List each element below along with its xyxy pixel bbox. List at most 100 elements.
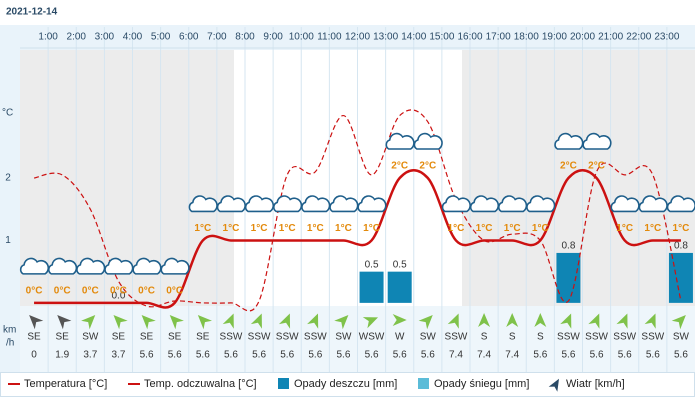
precip-label: 0.8 — [561, 241, 575, 252]
temperature-label: 1°C — [616, 223, 633, 234]
wind-speed: 5.6 — [196, 350, 210, 361]
wind-speed: 5.6 — [674, 350, 688, 361]
legend-label: Wiatr [km/h] — [566, 378, 625, 390]
weather-icon — [76, 257, 106, 275]
wind-direction: SW — [82, 332, 99, 343]
hour-label: 15:00 — [429, 32, 454, 43]
wind-direction: SW — [335, 332, 352, 343]
hour-label: 7:00 — [207, 32, 227, 43]
wind-speed: 5.6 — [365, 350, 379, 361]
wind-speed: 5.6 — [140, 350, 154, 361]
wind-speed: 5.6 — [421, 350, 435, 361]
wind-speed: 5.6 — [533, 350, 547, 361]
hour-label: 8:00 — [235, 32, 255, 43]
cloud — [48, 257, 78, 275]
cloud — [301, 195, 331, 213]
wind-direction: S — [509, 332, 516, 343]
temperature-label: 1°C — [194, 223, 211, 234]
legend-swatch — [548, 378, 559, 392]
wind-speed: 5.6 — [393, 350, 407, 361]
wind-arrow — [141, 315, 156, 330]
legend-label: Opady śniegu [mm] — [434, 378, 529, 390]
temperature-label: 1°C — [673, 223, 690, 234]
hour-label: 2:00 — [67, 32, 87, 43]
date-title: 2021-12-14 — [6, 7, 58, 18]
wind-direction: SSW — [220, 332, 243, 343]
y-tick-label: 2 — [5, 173, 11, 184]
wind-arrow — [616, 313, 628, 329]
temperature-label: 1°C — [335, 223, 352, 234]
cloud — [329, 195, 359, 213]
wind-arrow — [81, 315, 96, 330]
wind-speed: 5.6 — [646, 350, 660, 361]
temperature-label: 1°C — [644, 223, 661, 234]
cloud — [19, 257, 50, 275]
wind-direction: SE — [168, 332, 182, 343]
cloud — [413, 132, 443, 150]
wind-direction: SW — [420, 332, 437, 343]
cloud — [357, 195, 387, 213]
wind-direction: SE — [140, 332, 154, 343]
cloud — [469, 195, 500, 213]
wind-speed: 7.4 — [477, 350, 491, 361]
weather-icon — [48, 257, 78, 275]
legend-box — [0, 372, 695, 397]
temperature-label: 1°C — [251, 223, 268, 234]
temperature-label: 2°C — [560, 161, 577, 172]
hour-label: 18:00 — [514, 32, 539, 43]
wind-direction: SSW — [276, 332, 299, 343]
wind-direction: SE — [196, 332, 210, 343]
wind-speed: 5.6 — [280, 350, 294, 361]
wind-arrow — [644, 313, 656, 329]
temperature-label: 0°C — [82, 286, 99, 297]
temperature-label: 2°C — [419, 161, 436, 172]
wind-arrow — [307, 313, 319, 329]
precip-label: 0.0 — [111, 291, 125, 302]
temperature-label: 0°C — [110, 286, 127, 297]
hour-label: 23:00 — [654, 32, 679, 43]
wind-direction: SSW — [445, 332, 468, 343]
cloud — [441, 195, 471, 213]
rain-bar — [668, 252, 693, 303]
weather-icon — [188, 195, 218, 213]
wind-axis-label: km — [3, 325, 16, 336]
hour-label: 9:00 — [263, 32, 283, 43]
wind-direction: SSW — [557, 332, 580, 343]
wind-direction: SSW — [613, 332, 636, 343]
temperature-label: 0°C — [166, 286, 183, 297]
legend-swatch — [278, 378, 289, 389]
temperature-label: 1°C — [448, 223, 465, 234]
cloud — [666, 195, 695, 213]
wind-direction: SE — [112, 332, 126, 343]
rain-bar — [387, 271, 412, 303]
legend-swatch — [418, 378, 429, 389]
hour-label: 21:00 — [598, 32, 623, 43]
weather-icon — [526, 195, 556, 213]
y-axis-label: °C — [2, 108, 13, 119]
hour-label: 6:00 — [179, 32, 199, 43]
hour-label: 4:00 — [123, 32, 143, 43]
temperature-label: 1°C — [476, 223, 493, 234]
precip-label: 0.5 — [365, 259, 379, 270]
legend-label: Temp. odczuwalna [°C] — [144, 378, 257, 390]
hour-label: 16:00 — [457, 32, 482, 43]
hour-label: 10:00 — [289, 32, 314, 43]
cloud — [76, 257, 106, 275]
weather-icon — [357, 195, 387, 213]
wind-arrow — [169, 315, 184, 330]
weather-icon — [19, 257, 50, 275]
hour-label: 3:00 — [95, 32, 115, 43]
wind-direction: SE — [56, 332, 70, 343]
wind-arrow — [560, 313, 572, 329]
weather-icon — [301, 195, 331, 213]
wind-direction: SSW — [248, 332, 271, 343]
wind-arrow — [278, 313, 291, 329]
wind-arrow — [534, 313, 547, 327]
weather-icon — [329, 195, 359, 213]
hour-label: 20:00 — [570, 32, 595, 43]
wind-arrow — [57, 315, 72, 330]
wind-axis-label: /h — [6, 338, 14, 349]
legend-label: Opady deszczu [mm] — [294, 378, 397, 390]
wind-arrow — [447, 313, 459, 329]
